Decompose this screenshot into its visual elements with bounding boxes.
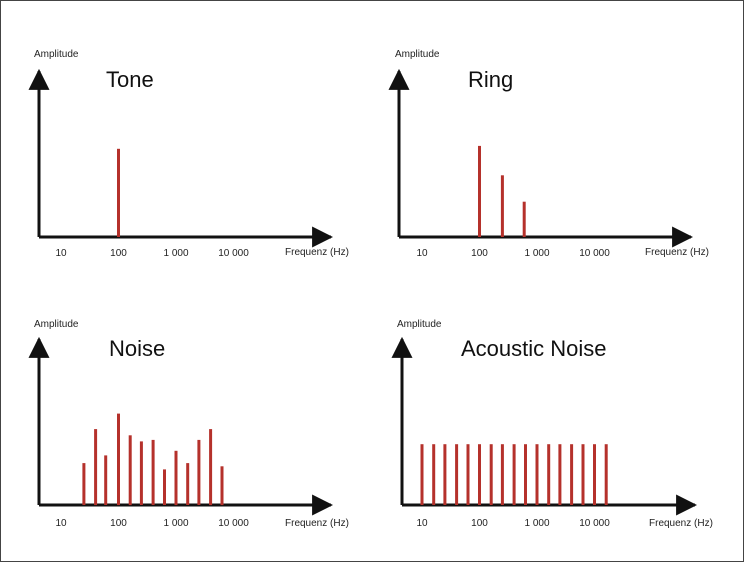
spectral-line xyxy=(512,444,516,505)
spectral-line xyxy=(593,444,596,505)
spectral-line xyxy=(478,444,481,505)
spectral-line xyxy=(455,444,459,505)
spectral-line xyxy=(522,201,526,237)
spectral-line xyxy=(570,444,574,505)
spikes xyxy=(478,145,526,237)
x-tick-label: 10 xyxy=(416,518,428,529)
spikes xyxy=(82,413,224,506)
x-ticks: 10 100 1 000 10 000 xyxy=(416,518,610,529)
spikes xyxy=(117,148,120,237)
spectral-line xyxy=(151,439,155,505)
x-axis-label: Frequenz (Hz) xyxy=(285,518,349,529)
panel-noise: Amplitude Noise Frequenz (Hz) 10 100 1 000… xyxy=(28,319,349,529)
spectral-line xyxy=(558,444,562,505)
chart-title: Tone xyxy=(106,67,154,92)
y-axis-label: Amplitude xyxy=(34,49,79,60)
spectral-line xyxy=(524,444,527,505)
spectral-line xyxy=(104,455,108,505)
x-ticks: 10 100 1 000 10 000 xyxy=(55,248,249,259)
spectral-line xyxy=(139,441,143,505)
spectral-line xyxy=(220,466,224,506)
spectral-line xyxy=(82,463,86,505)
panel-ring: Amplitude Ring Frequenz (Hz) 10 100 1 000 1… xyxy=(388,49,709,259)
spectral-line xyxy=(128,435,132,506)
spectral-line xyxy=(94,429,98,506)
spikes xyxy=(420,444,608,505)
x-tick-label: 10 000 xyxy=(218,518,249,529)
spectral-line xyxy=(581,444,585,505)
y-axis-label: Amplitude xyxy=(34,319,79,330)
spectral-line xyxy=(163,469,166,505)
y-axis-label: Amplitude xyxy=(395,49,440,60)
spectral-line xyxy=(197,439,201,505)
chart-title: Acoustic Noise xyxy=(461,336,607,361)
x-ticks: 10 100 1 000 10 000 xyxy=(55,518,249,529)
panel-tone: Amplitude Tone Frequenz (Hz) 10 100 1 000 1… xyxy=(28,49,349,259)
x-ticks: 10 100 1 000 10 000 xyxy=(416,248,610,259)
x-tick-label: 1 000 xyxy=(524,518,549,529)
spectral-line xyxy=(547,444,551,505)
spectral-line xyxy=(117,148,120,237)
x-tick-label: 10 xyxy=(55,518,67,529)
x-tick-label: 100 xyxy=(110,518,127,529)
chart-title: Ring xyxy=(468,67,513,92)
spectral-line xyxy=(432,444,436,505)
x-tick-label: 1 000 xyxy=(524,248,549,259)
x-axis-label: Frequenz (Hz) xyxy=(285,247,349,258)
x-tick-label: 10 000 xyxy=(218,248,249,259)
x-tick-label: 10 xyxy=(55,248,67,259)
spectral-line xyxy=(209,429,213,506)
x-axis-label: Frequenz (Hz) xyxy=(649,518,713,529)
x-tick-label: 100 xyxy=(110,248,127,259)
x-tick-label: 1 000 xyxy=(163,518,188,529)
spectral-line xyxy=(478,145,481,237)
y-axis-label: Amplitude xyxy=(397,319,442,330)
spectral-line xyxy=(500,444,504,505)
panel-acoustic-noise: Amplitude Acoustic Noise Frequenz (Hz) 1… xyxy=(391,319,713,529)
spectral-line xyxy=(489,444,493,505)
spectral-line xyxy=(535,444,539,505)
chart-title: Noise xyxy=(109,336,165,361)
spectral-line xyxy=(466,444,470,505)
spectral-line xyxy=(174,450,178,506)
x-tick-label: 100 xyxy=(471,248,488,259)
spectral-line xyxy=(443,444,447,505)
spectral-line xyxy=(420,444,424,505)
x-tick-label: 10 000 xyxy=(579,248,610,259)
spectral-line xyxy=(604,444,608,505)
x-tick-label: 10 000 xyxy=(579,518,610,529)
spectral-line xyxy=(186,463,190,505)
x-tick-label: 1 000 xyxy=(163,248,188,259)
x-tick-label: 100 xyxy=(471,518,488,529)
spectral-line xyxy=(500,175,504,237)
x-axis-label: Frequenz (Hz) xyxy=(645,247,709,258)
spectral-line xyxy=(117,413,120,506)
x-tick-label: 10 xyxy=(416,248,428,259)
